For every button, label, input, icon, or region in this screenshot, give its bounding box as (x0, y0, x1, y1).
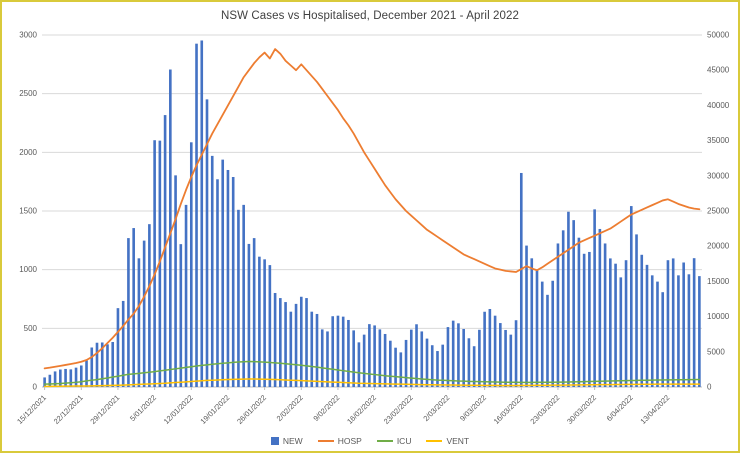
legend-item-vent: VENT (426, 436, 469, 446)
svg-text:20000: 20000 (707, 242, 730, 251)
svg-text:0: 0 (707, 383, 712, 392)
svg-text:16/03/2022: 16/03/2022 (492, 393, 525, 426)
svg-text:9/03/2022: 9/03/2022 (458, 393, 488, 423)
svg-text:25000: 25000 (707, 207, 730, 216)
svg-text:5000: 5000 (707, 347, 725, 356)
legend-marker-vent (426, 439, 443, 443)
legend: NEW HOSP ICU VENT (2, 436, 738, 446)
svg-text:29/12/2021: 29/12/2021 (88, 393, 121, 426)
svg-text:10000: 10000 (707, 312, 730, 321)
svg-text:1500: 1500 (19, 207, 37, 216)
svg-text:30/03/2022: 30/03/2022 (565, 393, 598, 426)
svg-text:26/01/2022: 26/01/2022 (235, 393, 268, 426)
svg-text:40000: 40000 (707, 101, 730, 110)
svg-text:15000: 15000 (707, 277, 730, 286)
svg-text:23/03/2022: 23/03/2022 (528, 393, 561, 426)
svg-text:50000: 50000 (707, 31, 730, 40)
svg-text:35000: 35000 (707, 136, 730, 145)
svg-text:12/01/2022: 12/01/2022 (162, 393, 195, 426)
svg-text:45000: 45000 (707, 66, 730, 75)
svg-text:16/02/2022: 16/02/2022 (345, 393, 378, 426)
legend-marker-icu (376, 439, 393, 443)
svg-text:23/02/2022: 23/02/2022 (382, 393, 415, 426)
svg-text:2/03/2022: 2/03/2022 (421, 393, 451, 423)
legend-item-new: NEW (270, 436, 303, 446)
svg-text:3000: 3000 (19, 31, 37, 40)
chart-title: NSW Cases vs Hospitalised, December 2021… (220, 10, 520, 22)
legend-item-hosp: HOSP (317, 436, 362, 446)
svg-text:19/01/2022: 19/01/2022 (198, 393, 231, 426)
legend-marker-hosp (317, 439, 334, 443)
svg-text:6/04/2022: 6/04/2022 (605, 393, 635, 423)
svg-text:13/04/2022: 13/04/2022 (638, 393, 671, 426)
legend-label-new: NEW (282, 436, 303, 446)
legend-marker-new (270, 437, 279, 445)
svg-text:15/12/2021: 15/12/2021 (15, 393, 48, 426)
legend-label-hosp: HOSP (337, 436, 362, 446)
legend-label-vent: VENT (446, 436, 470, 446)
legend-item-icu: ICU (376, 436, 412, 446)
svg-text:2/02/2022: 2/02/2022 (275, 393, 305, 423)
svg-text:500: 500 (24, 324, 38, 333)
svg-text:22/12/2021: 22/12/2021 (52, 393, 85, 426)
svg-text:30000: 30000 (707, 171, 730, 180)
svg-text:5/01/2022: 5/01/2022 (128, 393, 158, 423)
svg-text:2000: 2000 (19, 148, 37, 157)
svg-text:9/02/2022: 9/02/2022 (311, 393, 341, 423)
svg-text:1000: 1000 (19, 265, 37, 274)
svg-text:0: 0 (33, 383, 38, 392)
legend-label-icu: ICU (396, 436, 412, 446)
svg-text:2500: 2500 (19, 89, 37, 98)
